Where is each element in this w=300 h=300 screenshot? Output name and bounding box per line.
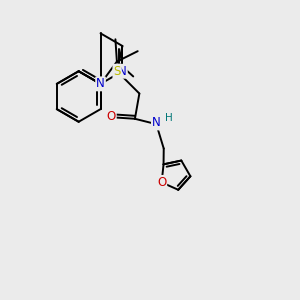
Text: N: N (152, 116, 161, 130)
Text: H: H (165, 112, 173, 123)
Text: N: N (118, 65, 127, 78)
Text: O: O (106, 110, 116, 123)
Text: O: O (157, 176, 166, 189)
Text: N: N (96, 77, 105, 90)
Text: S: S (113, 65, 121, 78)
